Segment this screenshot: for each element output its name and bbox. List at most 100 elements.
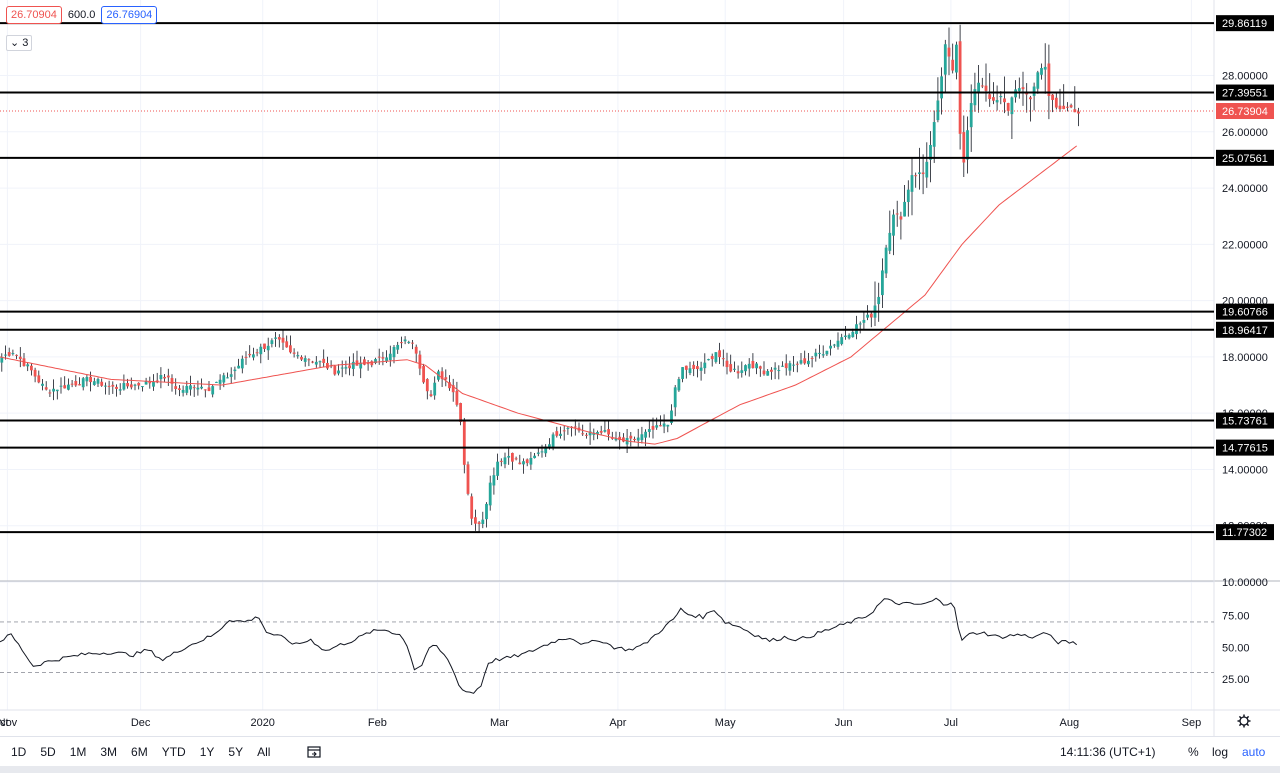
percent-scale-button[interactable]: %: [1188, 745, 1199, 759]
chevron-down-icon: ⌄: [10, 37, 20, 49]
candle-body: [670, 410, 673, 423]
candle-body: [770, 369, 773, 372]
candle-body: [518, 462, 522, 465]
candle-body: [189, 385, 192, 390]
time-tick-label: May: [715, 717, 736, 729]
buy-price-button[interactable]: 26.76904: [101, 6, 158, 24]
level-label: 11.77302: [1222, 527, 1267, 539]
range-button-3m[interactable]: 3M: [100, 745, 118, 759]
candle-body: [266, 345, 270, 351]
candle-body: [348, 365, 351, 369]
range-button-5d[interactable]: 5D: [40, 745, 56, 759]
range-button-5y[interactable]: 5Y: [228, 745, 244, 759]
auto-scale-button[interactable]: auto: [1242, 745, 1266, 759]
candle-body: [388, 353, 392, 361]
candle-body: [847, 334, 851, 339]
candle-body: [63, 385, 67, 389]
candle-body: [403, 339, 407, 342]
candle-body: [1047, 63, 1051, 96]
candle-body: [703, 362, 707, 369]
candle-body: [255, 352, 259, 354]
candle-body: [129, 384, 133, 388]
candle-body: [33, 369, 37, 377]
candle-body: [844, 335, 847, 337]
candle-body: [792, 364, 795, 366]
candle-body: [448, 382, 451, 389]
candle-body: [137, 382, 141, 386]
candle-body: [233, 369, 237, 372]
level-label: 27.39551: [1222, 88, 1268, 100]
range-button-6m[interactable]: 6M: [131, 745, 148, 759]
candle-body: [955, 44, 958, 73]
candle-body: [869, 313, 873, 318]
candle-body: [215, 381, 218, 383]
candle-body: [144, 381, 148, 385]
candle-body: [429, 394, 433, 397]
candle-body: [647, 429, 651, 432]
candle-body: [0, 356, 4, 363]
log-scale-button[interactable]: log: [1212, 745, 1229, 759]
candle-body: [70, 383, 74, 385]
legend-toggle-button[interactable]: ⌄ 3: [6, 35, 33, 51]
candle-body: [433, 382, 437, 396]
rsi-tick-label: 25.00: [1222, 674, 1250, 686]
candle-body: [485, 503, 488, 520]
level-label-box: [1216, 524, 1274, 541]
candle-body: [340, 367, 344, 369]
candle-body: [622, 437, 625, 442]
candle-body: [610, 437, 614, 439]
candle-body: [729, 364, 733, 372]
sell-price-button[interactable]: 26.70904: [6, 6, 62, 24]
candle-body: [832, 344, 836, 346]
range-button-1m[interactable]: 1M: [69, 745, 87, 759]
candle-body: [1054, 97, 1058, 108]
level-label: 25.07561: [1222, 153, 1268, 165]
candle-body: [52, 388, 55, 392]
range-button-1d[interactable]: 1D: [11, 745, 27, 759]
date-range-icon[interactable]: [307, 746, 322, 758]
candle-body: [740, 370, 744, 373]
candle-body: [633, 438, 636, 441]
candle-body: [1029, 97, 1032, 100]
bottom-toolbar: 1D 5D 1M 3M 6M YTD 1Y 5Y All 14:11:36 (UTC+1) % …: [0, 736, 1280, 767]
rsi-line: [0, 597, 1078, 694]
candle-body: [799, 360, 803, 364]
range-button-ytd[interactable]: YTD: [161, 745, 186, 759]
candle-body: [585, 434, 588, 436]
rsi-tick-label: 75.00: [1222, 611, 1250, 623]
candle-body: [943, 44, 947, 75]
candle-body: [292, 352, 296, 354]
candle-body: [322, 358, 326, 363]
candle-body: [425, 379, 429, 392]
candle-body: [296, 355, 300, 357]
candle-body: [166, 375, 170, 378]
candle-body: [78, 384, 81, 386]
candle-body: [677, 379, 681, 391]
candle-body: [781, 365, 784, 367]
candle-body: [351, 361, 355, 369]
candle-body: [899, 216, 903, 220]
range-button-all[interactable]: All: [257, 745, 271, 759]
candle-body: [1032, 86, 1036, 96]
candle-body: [1077, 111, 1080, 114]
candle-body: [788, 363, 792, 371]
candle-body: [721, 358, 725, 360]
candle-body: [766, 371, 770, 376]
candle-body: [414, 346, 418, 354]
legend-count: 3: [22, 37, 29, 49]
candle-body: [718, 350, 721, 358]
candle-body: [862, 319, 866, 323]
candle-body: [48, 392, 52, 394]
candle-body: [222, 375, 226, 383]
range-button-1y[interactable]: 1Y: [199, 745, 215, 759]
gear-icon[interactable]: [1237, 714, 1251, 728]
candle-body: [200, 386, 203, 389]
quantity-label[interactable]: 600.0: [67, 9, 96, 21]
candle-body: [396, 344, 400, 350]
clock-label[interactable]: 14:11:36 (UTC+1): [1060, 745, 1156, 759]
price-chart[interactable]: 28.0000026.0000024.0000022.0000020.00000…: [0, 0, 1280, 736]
candle-body: [499, 460, 503, 462]
candle-body: [803, 358, 807, 364]
candle-body: [548, 444, 551, 449]
candle-body: [274, 337, 277, 339]
